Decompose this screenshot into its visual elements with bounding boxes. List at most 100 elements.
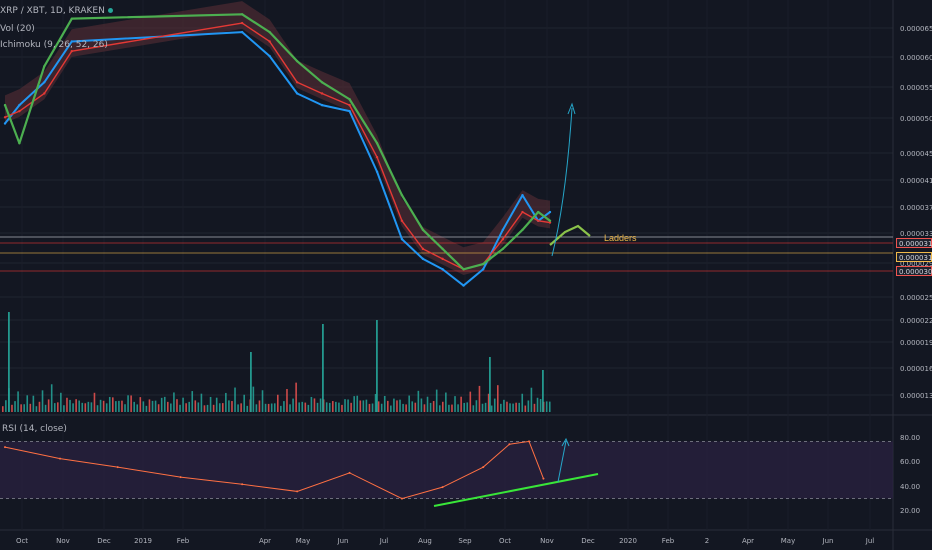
series-base-line — [4, 22, 551, 270]
volume-bar — [26, 395, 29, 412]
volume-bar — [133, 401, 135, 412]
volume-bar — [225, 392, 227, 412]
price-axis[interactable]: 0.00006500 0.00006000 0.00005500 0.00005000… — [900, 25, 932, 515]
volume-bar — [521, 393, 524, 412]
time-tick-label: Oct — [16, 537, 28, 545]
volume-bar — [530, 387, 533, 412]
rsi-point — [116, 466, 119, 469]
rsi-tick-label: 40.00 — [900, 483, 920, 491]
volume-bar — [32, 395, 35, 412]
rsi-arrow-head — [561, 437, 570, 447]
volume-bar — [512, 403, 514, 412]
rsi-point — [179, 476, 182, 479]
series-point — [70, 40, 74, 43]
volume-bar — [112, 397, 114, 412]
time-tick-label: Aug — [418, 537, 432, 545]
rsi-point — [59, 457, 62, 460]
price-tick-label: 0.00004100 — [900, 177, 932, 185]
volume-spike — [489, 357, 491, 412]
volume-bar — [527, 400, 530, 412]
time-tick-label: Apr — [742, 537, 754, 545]
rsi-tick-label: 80.00 — [900, 434, 920, 442]
volume-bar — [380, 403, 383, 412]
volume-bar — [29, 403, 32, 412]
series-point — [43, 92, 46, 95]
price-tick-label: 0.00001600 — [900, 365, 932, 373]
volume-bar — [157, 404, 160, 412]
volume-bar — [139, 397, 142, 412]
series-point — [3, 122, 7, 125]
rsi-point — [542, 477, 545, 480]
time-tick-label: Jul — [865, 537, 875, 545]
volume-bar — [136, 404, 139, 412]
volume-bar — [5, 400, 7, 412]
volume-bar — [493, 398, 496, 412]
volume-bar — [475, 400, 478, 412]
series-point — [295, 81, 299, 84]
volume-bar — [41, 390, 44, 412]
volume-bar — [283, 401, 285, 412]
volume-bar — [167, 401, 169, 412]
volume-bar — [255, 404, 258, 412]
price-tag-3: 0.00003062 — [896, 266, 932, 276]
volume-bar — [11, 404, 13, 412]
time-tick-label: Jul — [379, 537, 389, 545]
volume-bar — [108, 396, 111, 412]
time-tick-label: 2019 — [134, 537, 152, 545]
volume-bar — [261, 390, 264, 412]
time-axis[interactable]: Oct Nov Dec 2019 Feb Apr May Jun Jul Aug Sep Oct Nov… — [16, 537, 874, 545]
volume-bar — [142, 401, 145, 412]
rsi-legend[interactable]: RSI (14, close) — [2, 424, 67, 434]
volume-bar — [102, 400, 105, 412]
volume-bar — [280, 405, 282, 412]
symbol-legend[interactable]: XRP / XBT, 1D, KRAKEN — [0, 6, 113, 16]
volume-bar — [78, 400, 80, 412]
series-point — [421, 257, 425, 261]
rsi-tick-label: 20.00 — [900, 507, 920, 515]
volume-bar — [93, 392, 96, 412]
volume-bar — [209, 396, 212, 412]
ladders-label: Ladders — [604, 233, 637, 243]
volume-bar — [460, 396, 462, 412]
volume-bar — [539, 399, 542, 412]
volume-spike — [322, 324, 324, 412]
volume-bar — [344, 399, 346, 412]
volume-bar — [319, 398, 322, 412]
series-point — [375, 155, 379, 159]
volume-bar — [353, 396, 355, 412]
rsi-band — [0, 441, 893, 499]
volume-bar — [313, 398, 316, 412]
volume-bar — [121, 400, 123, 412]
volume-bar — [35, 406, 38, 412]
volume-bar — [90, 402, 93, 412]
rsi-point — [482, 466, 485, 469]
volume-bar — [307, 404, 310, 412]
time-tick-label: Dec — [581, 537, 595, 545]
volume-bar — [328, 402, 331, 412]
volume-bar — [374, 394, 377, 412]
price-tick-label: 0.00004500 — [900, 150, 932, 158]
volume-bar — [442, 401, 444, 412]
volume-bar — [490, 405, 493, 412]
volume-bar — [273, 403, 276, 412]
volume-bar — [454, 396, 456, 412]
volume-bar — [298, 402, 300, 412]
time-tick-label: 2020 — [619, 537, 637, 545]
series-point — [348, 103, 351, 107]
volume-bar — [435, 389, 438, 412]
volume-bar — [176, 399, 178, 412]
ichimoku-legend[interactable]: Ichimoku (9, 26, 52, 26) — [0, 40, 108, 50]
volume-bar — [377, 401, 380, 412]
time-tick-label: Apr — [259, 537, 271, 545]
volume-legend[interactable]: Vol (20) — [0, 24, 35, 34]
volume-bar — [548, 401, 551, 412]
volume-bar — [151, 400, 154, 412]
volume-bar — [212, 404, 215, 412]
rsi-trendline — [433, 473, 599, 507]
volume-bar — [14, 401, 16, 412]
price-tag-2: 0.00003127 — [896, 252, 932, 262]
volume-bar — [81, 402, 84, 412]
volume-bar — [429, 402, 432, 412]
volume-bar — [170, 403, 172, 412]
